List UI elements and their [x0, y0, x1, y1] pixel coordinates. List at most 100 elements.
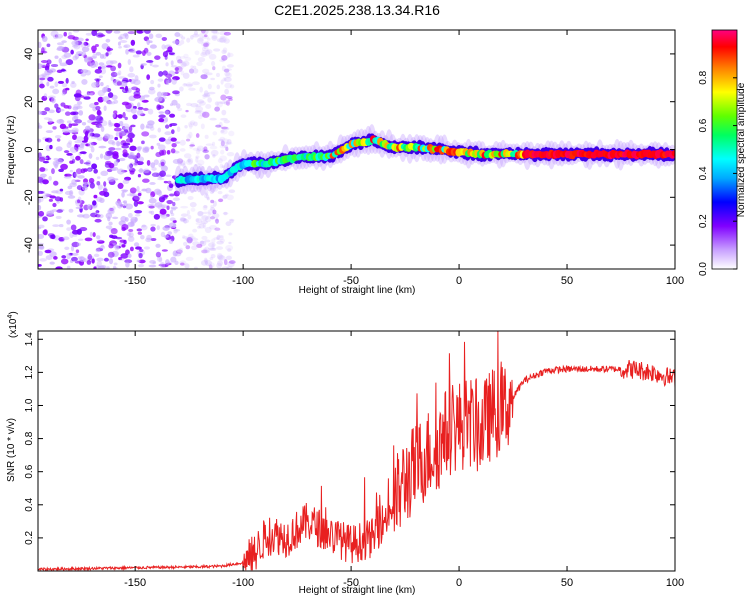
noise-speckle [158, 70, 164, 77]
noise-speckle [127, 164, 133, 171]
noise-speckle [126, 193, 135, 197]
noise-speckle [90, 62, 96, 68]
noise-speckle [216, 240, 224, 245]
noise-speckle [203, 90, 209, 97]
noise-speckle [129, 66, 134, 73]
noise-speckle [77, 238, 84, 242]
y-tick-label: 1.2 [24, 365, 35, 379]
noise-speckle [146, 234, 152, 241]
noise-speckle [198, 223, 205, 229]
noise-speckle [208, 242, 216, 248]
noise-speckle [149, 260, 156, 264]
noise-speckle [138, 156, 144, 162]
colorbar-tick-label: 0.0 [698, 262, 709, 276]
noise-speckle [219, 155, 228, 162]
noise-speckle [38, 110, 43, 115]
noise-speckle [52, 202, 57, 208]
noise-speckle [167, 231, 172, 235]
noise-speckle [150, 191, 156, 198]
noise-speckle [190, 65, 194, 69]
noise-speckle [66, 252, 71, 260]
y-tick-label: 0.6 [24, 464, 35, 478]
noise-speckle [170, 235, 175, 242]
noise-speckle [185, 138, 191, 142]
noise-speckle [204, 246, 210, 253]
x-tick-label: 100 [666, 577, 684, 589]
noise-speckle [138, 264, 145, 268]
noise-speckle [117, 41, 121, 46]
noise-speckle [196, 243, 203, 248]
colorbar-gradient [711, 29, 738, 270]
noise-speckle [38, 122, 41, 129]
noise-speckle [56, 33, 64, 39]
noise-speckle [85, 38, 89, 42]
noise-speckle [188, 236, 196, 239]
noise-speckle [158, 257, 163, 263]
noise-speckle [180, 160, 186, 166]
noise-speckle [49, 209, 55, 215]
noise-speckle [200, 240, 205, 245]
noise-speckle [208, 264, 213, 269]
noise-speckle [46, 210, 53, 216]
noise-speckle [108, 147, 116, 151]
noise-speckle [125, 138, 133, 143]
noise-speckle [216, 38, 225, 43]
noise-speckle [136, 259, 141, 263]
noise-speckle [136, 152, 141, 159]
noise-speckle [219, 144, 227, 149]
noise-speckle [83, 94, 90, 98]
noise-speckle [44, 107, 51, 112]
noise-speckle [120, 80, 128, 87]
noise-speckle [44, 193, 50, 196]
signal-core [671, 150, 675, 157]
noise-speckle [203, 257, 208, 263]
noise-speckle [221, 127, 230, 131]
noise-speckle [182, 72, 190, 79]
noise-speckle [209, 225, 217, 230]
noise-speckle [88, 114, 96, 121]
noise-speckle [85, 69, 92, 76]
noise-speckle [208, 262, 215, 268]
noise-speckle [108, 162, 115, 169]
noise-speckle [180, 218, 187, 222]
noise-speckle [63, 150, 70, 154]
noise-speckle [77, 199, 81, 204]
noise-speckle [191, 245, 198, 251]
noise-speckle [195, 155, 200, 159]
noise-speckle [76, 101, 83, 105]
noise-speckle [121, 101, 130, 106]
noise-speckle [220, 94, 227, 101]
noise-speckle [224, 82, 232, 89]
noise-speckle [86, 260, 92, 265]
noise-speckle [83, 41, 89, 46]
noise-speckle [228, 232, 233, 236]
noise-speckle [161, 249, 168, 252]
noise-speckle [129, 163, 133, 169]
noise-speckle [53, 34, 59, 40]
noise-speckle [209, 188, 215, 195]
noise-speckle [150, 162, 156, 168]
noise-speckle [80, 168, 86, 174]
noise-speckle [187, 195, 194, 201]
noise-speckle [63, 105, 70, 109]
noise-speckle [137, 192, 142, 197]
noise-speckle [107, 92, 114, 98]
noise-speckle [141, 188, 148, 192]
noise-speckle [182, 163, 186, 168]
noise-speckle [216, 254, 224, 261]
x-tick-label: 0 [456, 577, 462, 589]
y-tick-label: 0.4 [24, 497, 35, 511]
noise-speckle [187, 158, 191, 163]
noise-speckle [148, 264, 157, 268]
noise-speckle [149, 182, 156, 185]
noise-speckle [86, 204, 92, 210]
noise-speckle [62, 128, 70, 134]
noise-speckle [196, 147, 202, 152]
noise-speckle [70, 49, 74, 55]
noise-speckle [149, 44, 157, 49]
y-tick-label: 1.4 [24, 332, 35, 346]
noise-speckle [185, 159, 193, 166]
noise-speckle [66, 142, 72, 149]
noise-speckle [203, 42, 209, 47]
noise-speckle [222, 77, 227, 82]
